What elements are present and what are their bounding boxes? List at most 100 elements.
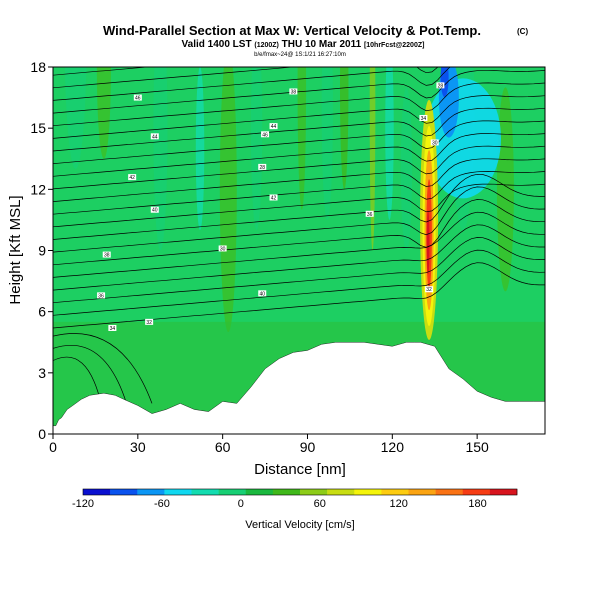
field-streak-8	[340, 67, 349, 190]
field-streak-6	[297, 67, 307, 210]
isentrope-line-4	[53, 211, 545, 278]
y-tick-label: 15	[30, 120, 46, 136]
y-tick-label: 6	[38, 304, 46, 320]
colorbar-swatch	[218, 489, 247, 495]
y-tick-label: 18	[30, 59, 46, 75]
isentrope-label-bg	[436, 82, 445, 89]
isentrope-label: 42	[271, 195, 277, 201]
dome-contour-1	[53, 344, 127, 404]
colorbar-swatch	[462, 489, 491, 495]
chart-subtitle: Valid 1400 LST (1200Z) THU 10 Mar 2011 […	[182, 39, 425, 50]
colorbar-tick-label: 0	[238, 498, 244, 510]
field-streak-3	[195, 67, 205, 231]
isentrope-label-bg	[258, 163, 267, 170]
isentrope-label-bg	[108, 324, 117, 331]
isentrope-line-16	[53, 82, 545, 127]
colorbar-label: Vertical Velocity [cm/s]	[245, 519, 354, 531]
isentrope-line-12	[53, 133, 545, 177]
isentrope-label: 34	[421, 116, 427, 122]
field-streak-13	[496, 87, 514, 292]
isentrope-label: 30	[220, 246, 226, 252]
isentrope-line-9	[53, 171, 545, 215]
x-tick-label: 60	[215, 439, 231, 455]
colorbar-swatch	[489, 489, 518, 495]
isentrope-line-7	[53, 173, 545, 240]
isentrope-line-6	[53, 186, 545, 253]
colorbar-swatch	[191, 489, 219, 495]
field-streak-1	[96, 67, 111, 159]
field-streak-10	[385, 67, 394, 220]
colorbar-tick-label: 120	[389, 498, 407, 510]
colorbar: -120 -60 0 60 120 180	[72, 488, 518, 510]
isentrope-label-bg	[258, 290, 267, 297]
chart-subtitle-small: b/e/fmax~24@ 1S:1/21 16:27:10m	[254, 52, 346, 58]
isentrope-line-14	[53, 107, 545, 152]
isentrope-line-19	[53, 67, 439, 89]
colorbar-swatch	[327, 489, 355, 495]
x-tick-label: 0	[49, 439, 57, 455]
isentrope-label: 32	[426, 287, 432, 293]
terrain	[53, 342, 545, 434]
colorbar-swatch	[137, 489, 165, 495]
isentrope-label: 46	[262, 132, 268, 138]
isentrope-line-1	[53, 249, 545, 316]
isentrope-label-bg	[218, 245, 227, 252]
isentrope-label-bg	[150, 206, 159, 213]
isentrope-label: 36	[367, 212, 373, 218]
isentrope-label: 42	[129, 175, 135, 181]
colorbar-tick-label: 60	[314, 498, 326, 510]
isentrope-line-20	[53, 67, 151, 76]
isentrope-label: 40	[152, 208, 158, 214]
isentrope-label-bg	[145, 318, 154, 325]
isentrope-line-11	[53, 145, 545, 190]
y-axis-label: Height [Kft MSL]	[7, 195, 24, 304]
colorbar-swatch	[272, 489, 301, 495]
isentrope-line-0	[53, 262, 545, 329]
downdraft-inner	[440, 67, 449, 98]
isentrope-line-8	[53, 183, 545, 228]
isentrope-line-17	[53, 69, 545, 114]
colorbar-swatch	[300, 489, 328, 495]
isentrope-label-bg	[365, 210, 374, 217]
isentrope-label-bg	[269, 123, 278, 130]
isentrope-line-10	[53, 158, 545, 202]
chart-title: Wind-Parallel Section at Max W: Vertical…	[103, 23, 481, 38]
colorbar-swatch	[354, 489, 382, 495]
isentropes	[53, 67, 545, 404]
isentrope-label: 38	[291, 89, 297, 95]
isentrope-label-bg	[261, 131, 270, 138]
isentrope-label: 40	[259, 291, 265, 297]
field-streak-7	[321, 67, 333, 220]
colorbar-swatch	[435, 489, 464, 495]
isentrope-label-bg	[430, 139, 439, 146]
field-streak-0	[64, 67, 87, 169]
isentrope-label: 28	[438, 83, 444, 89]
field-streak-4	[219, 67, 237, 333]
isentrope-label-bg	[269, 194, 278, 201]
y-tick-label: 12	[30, 181, 46, 197]
isentrope-label-bg	[419, 114, 428, 121]
isentrope-label: 28	[259, 165, 265, 171]
isentrope-line-15	[53, 95, 545, 139]
isentrope-line-3	[53, 224, 545, 291]
field-streak-2	[153, 67, 168, 251]
isentrope-label-bg	[128, 174, 137, 181]
isentrope-line-5	[53, 199, 545, 266]
isentrope-line-18	[53, 67, 451, 101]
isentrope-label-bg	[97, 292, 106, 299]
colorbar-tick-label: -60	[154, 498, 170, 510]
field-streak-9	[369, 67, 376, 251]
title-block: Wind-Parallel Section at Max W: Vertical…	[103, 23, 528, 58]
updraft-ring-5	[426, 210, 430, 275]
isentrope-line-2	[53, 237, 545, 304]
colorbar-swatch	[408, 489, 436, 495]
x-tick-label: 90	[300, 439, 316, 455]
isentrope-label: 32	[146, 320, 152, 326]
colorbar-frame	[82, 488, 518, 496]
field-streak-11	[400, 87, 413, 251]
isentrope-label-bg	[425, 286, 434, 293]
subtitle-valid: Valid 1400 LST	[182, 39, 252, 50]
